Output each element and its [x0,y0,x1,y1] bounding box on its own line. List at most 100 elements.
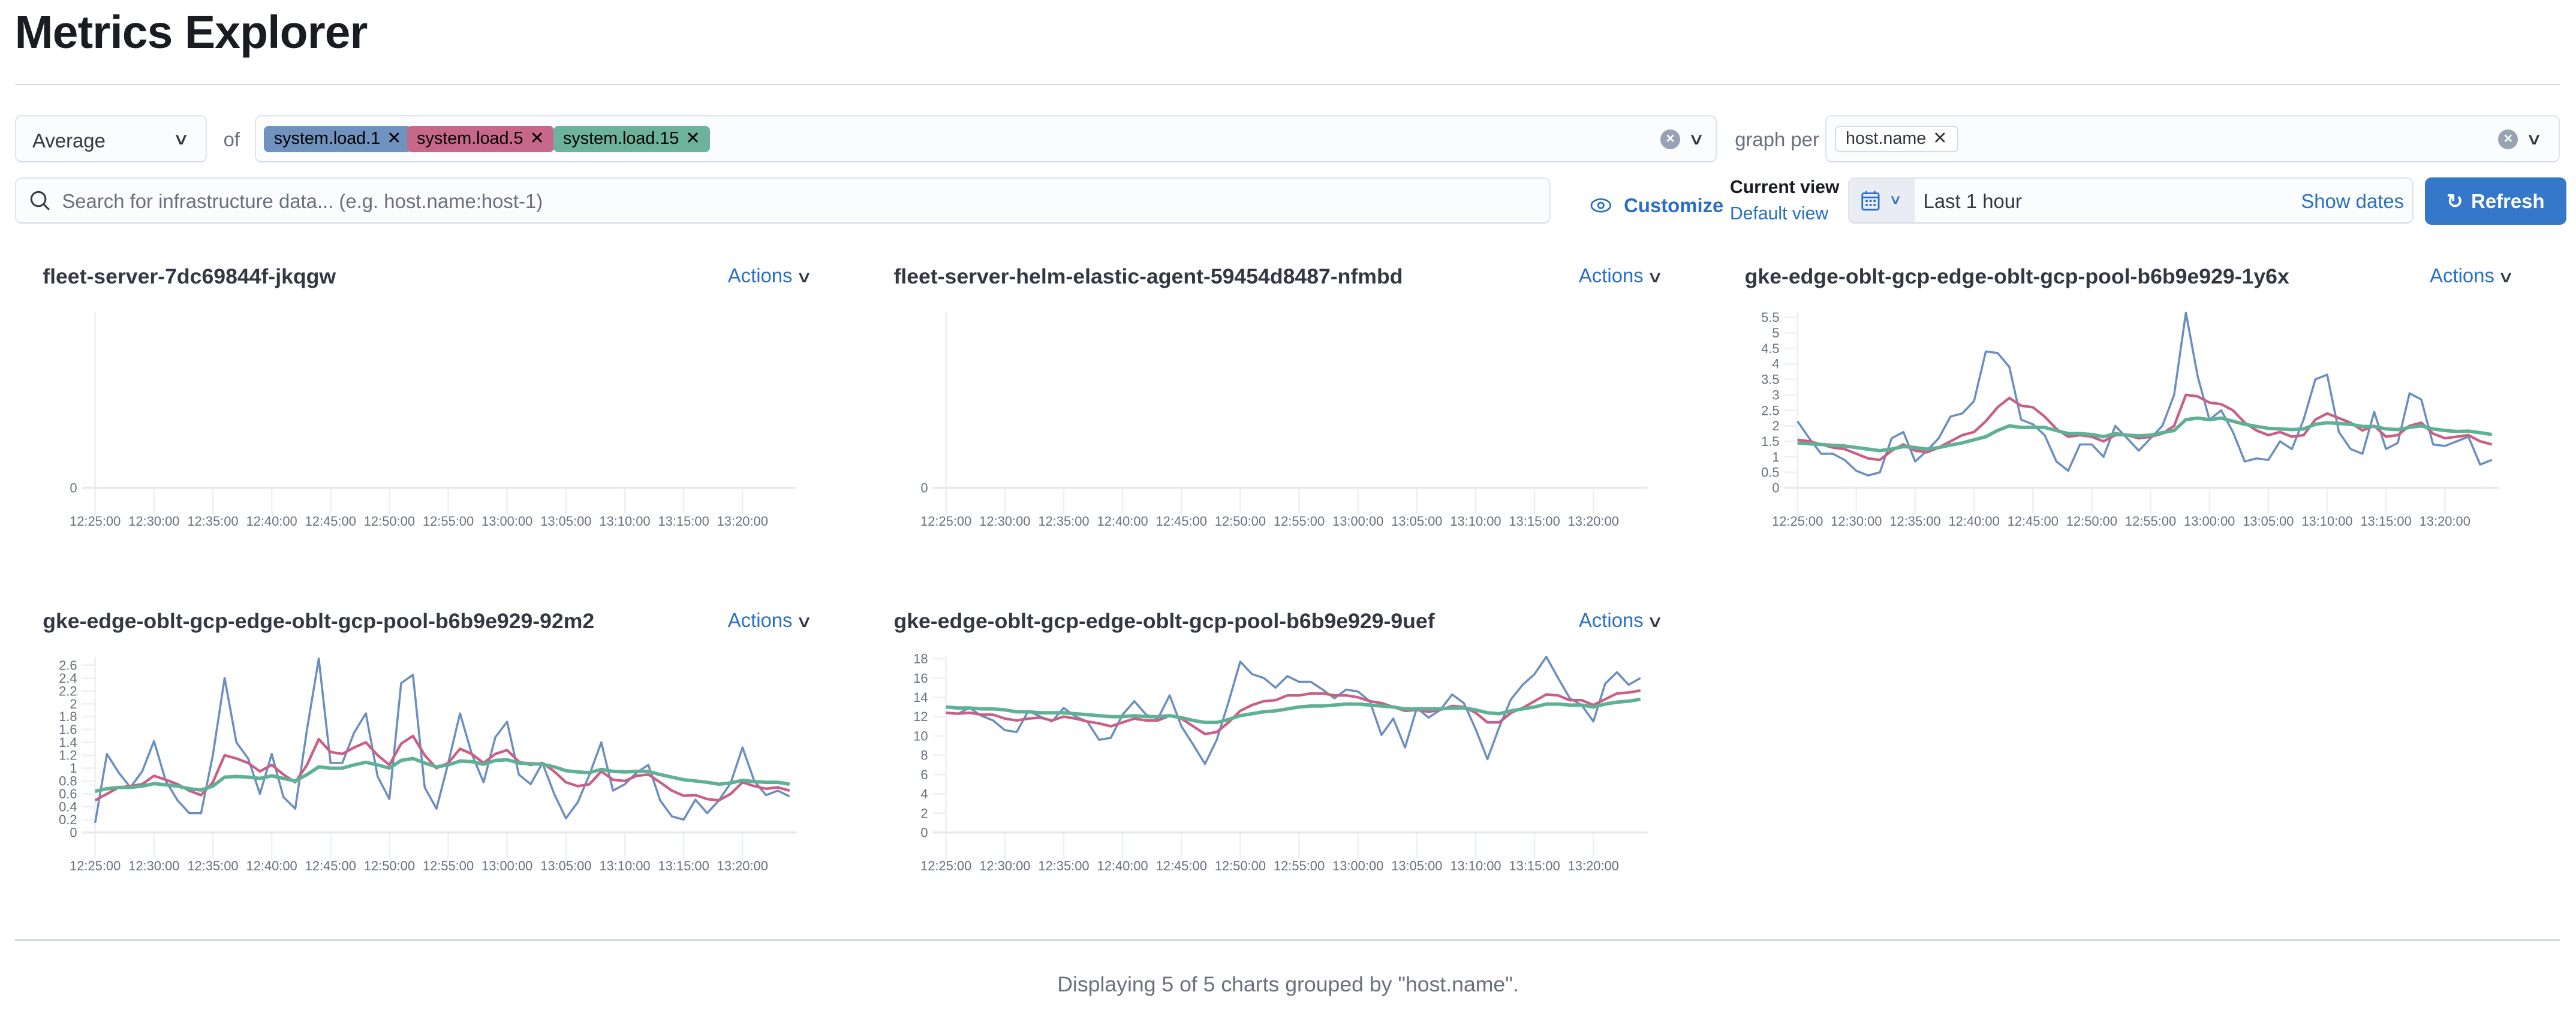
chevron-down-icon[interactable]: ∨ [2525,129,2542,148]
y-tick-label: 2 [921,806,928,821]
date-picker[interactable]: ∨ Last 1 hour Show dates [1848,177,2414,224]
x-tick-label: 13:00:00 [1332,858,1383,873]
y-tick-label: 1 [70,761,77,776]
x-tick-label: 12:55:00 [1274,858,1325,873]
x-tick-label: 13:05:00 [1392,514,1443,529]
x-tick-label: 13:15:00 [2360,514,2411,529]
x-tick-label: 12:45:00 [305,858,356,873]
x-tick-label: 13:20:00 [717,514,768,529]
chevron-down-icon: ∨ [795,267,812,287]
search-field[interactable]: Search for infrastructure data... (e.g. … [14,177,1551,224]
metric-chip-load5[interactable]: system.load.5 ✕ [407,126,554,153]
y-tick-label: 3.5 [1761,372,1779,387]
x-tick-label: 12:55:00 [423,514,474,529]
chevron-down-icon: ∨ [795,612,812,631]
search-icon [30,191,50,210]
cross-icon[interactable]: ✕ [685,129,700,149]
chart-panel: fleet-server-helm-elastic-agent-59454d84… [893,255,1666,567]
x-tick-label: 12:35:00 [1889,514,1940,529]
actions-label: Actions [2430,264,2494,287]
cross-icon[interactable]: ✕ [387,129,402,149]
metric-chip-load1[interactable]: system.load.1 ✕ [264,126,411,153]
metric-chip-label: system.load.5 [417,129,523,149]
y-tick-label: 0.5 [1761,465,1779,480]
x-tick-label: 13:00:00 [482,514,532,529]
y-tick-label: 0 [70,825,77,840]
cross-icon[interactable]: ✕ [529,129,544,149]
x-tick-label: 13:20:00 [2419,514,2470,529]
x-tick-label: 13:00:00 [1332,514,1383,529]
chevron-down-icon[interactable]: ∨ [1687,129,1705,148]
y-tick-label: 4 [1772,357,1779,372]
y-tick-label: 0 [921,825,928,840]
y-tick-label: 1.5 [1761,434,1779,449]
y-tick-label: 2.5 [1761,403,1779,418]
x-tick-label: 12:50:00 [1215,514,1266,529]
actions-menu-button[interactable]: Actions ∨ [2430,264,2515,287]
chart-title: fleet-server-helm-elastic-agent-59454d84… [893,264,1403,289]
chart-panel: gke-edge-oblt-gcp-edge-oblt-gcp-pool-b6b… [43,599,815,912]
quick-menu-button[interactable]: ∨ [1849,178,1915,222]
y-tick-label: 0.2 [59,812,77,827]
time-range-value: Last 1 hour [1923,190,2022,213]
refresh-button[interactable]: ↻ Refresh [2424,177,2566,225]
chevron-down-icon: ∨ [2497,267,2515,287]
y-tick-label: 1.6 [59,722,77,737]
search-placeholder: Search for infrastructure data... (e.g. … [62,190,543,213]
x-tick-label: 13:15:00 [1509,858,1560,873]
actions-menu-button[interactable]: Actions ∨ [728,264,812,287]
metric-chip-load15[interactable]: system.load.15 ✕ [553,126,710,153]
aggregation-select[interactable]: Average ∨ [14,114,207,163]
actions-label: Actions [1578,264,1644,287]
metrics-combobox[interactable]: system.load.1 ✕ system.load.5 ✕ system.loa… [254,114,1717,163]
series-line-system-load-1 [94,658,790,824]
group-by-chip[interactable]: host.name ✕ [1834,126,1958,153]
chart-plot: 0 2 4 6 8 10 12 14 16 18 12:25:00 12:30:00 12:35:00 1… [914,652,1648,873]
group-by-chip-label: host.name [1846,129,1927,149]
footer-divider [14,939,2560,941]
series-line-system-load-15 [1797,416,2492,453]
chart-plot: 00.20.40.60.811.21.41.61.822.22.42.6 12:2… [59,656,797,873]
x-tick-label: 13:15:00 [1509,514,1560,529]
y-tick-label: 5.5 [1761,310,1779,325]
chevron-down-icon: ∨ [1646,267,1663,287]
chart-plot: 00.511.522.533.544.555.5 12:25:00 12:30:00… [1761,310,2499,529]
x-tick-label: 12:55:00 [1274,514,1325,529]
y-tick-label: 0 [921,480,928,495]
cross-icon[interactable]: ✕ [1933,129,1948,149]
x-tick-label: 12:30:00 [980,514,1031,529]
clear-circle-icon[interactable]: × [2498,129,2518,149]
x-tick-label: 12:30:00 [128,858,179,873]
clear-circle-icon[interactable]: × [1660,129,1681,149]
actions-menu-button[interactable]: Actions ∨ [727,609,812,632]
x-tick-label: 12:25:00 [920,514,971,529]
actions-label: Actions [727,609,793,632]
x-tick-label: 13:00:00 [2184,514,2235,529]
aggregation-value: Average [32,129,106,152]
actions-menu-button[interactable]: Actions ∨ [1578,609,1663,632]
default-view-link[interactable]: Default view [1730,203,1829,224]
x-tick-label: 12:25:00 [920,858,971,873]
x-tick-label: 12:45:00 [1156,858,1207,873]
group-by-combobox[interactable]: host.name ✕ × ∨ [1825,114,2560,163]
actions-menu-button[interactable]: Actions ∨ [1578,264,1663,287]
x-tick-label: 13:10:00 [1450,514,1501,529]
show-dates-button[interactable]: Show dates [2301,190,2405,213]
actions-label: Actions [1578,609,1644,632]
y-tick-label: 10 [914,729,928,744]
x-tick-label: 13:10:00 [2301,514,2352,529]
x-tick-label: 13:20:00 [1568,858,1619,873]
x-tick-label: 12:55:00 [423,858,474,873]
chart-panel: gke-edge-oblt-gcp-edge-oblt-gcp-pool-b6b… [893,599,1666,912]
x-tick-label: 12:25:00 [70,858,121,873]
chart-plot: 0 12:25:00 12:30:00 12:35:00 12:40:00 12:45:0… [70,312,797,529]
x-tick-label: 12:35:00 [1039,514,1090,529]
x-tick-label: 13:05:00 [540,514,591,529]
chart-panel: gke-edge-oblt-gcp-edge-oblt-gcp-pool-b6b… [1745,255,2517,567]
chevron-down-icon: ∨ [173,129,190,148]
series-line-system-load-15 [95,756,790,794]
customize-button[interactable]: Customize [1590,189,1723,219]
y-tick-label: 0.8 [59,774,77,789]
chevron-down-icon: ∨ [1888,191,1903,207]
